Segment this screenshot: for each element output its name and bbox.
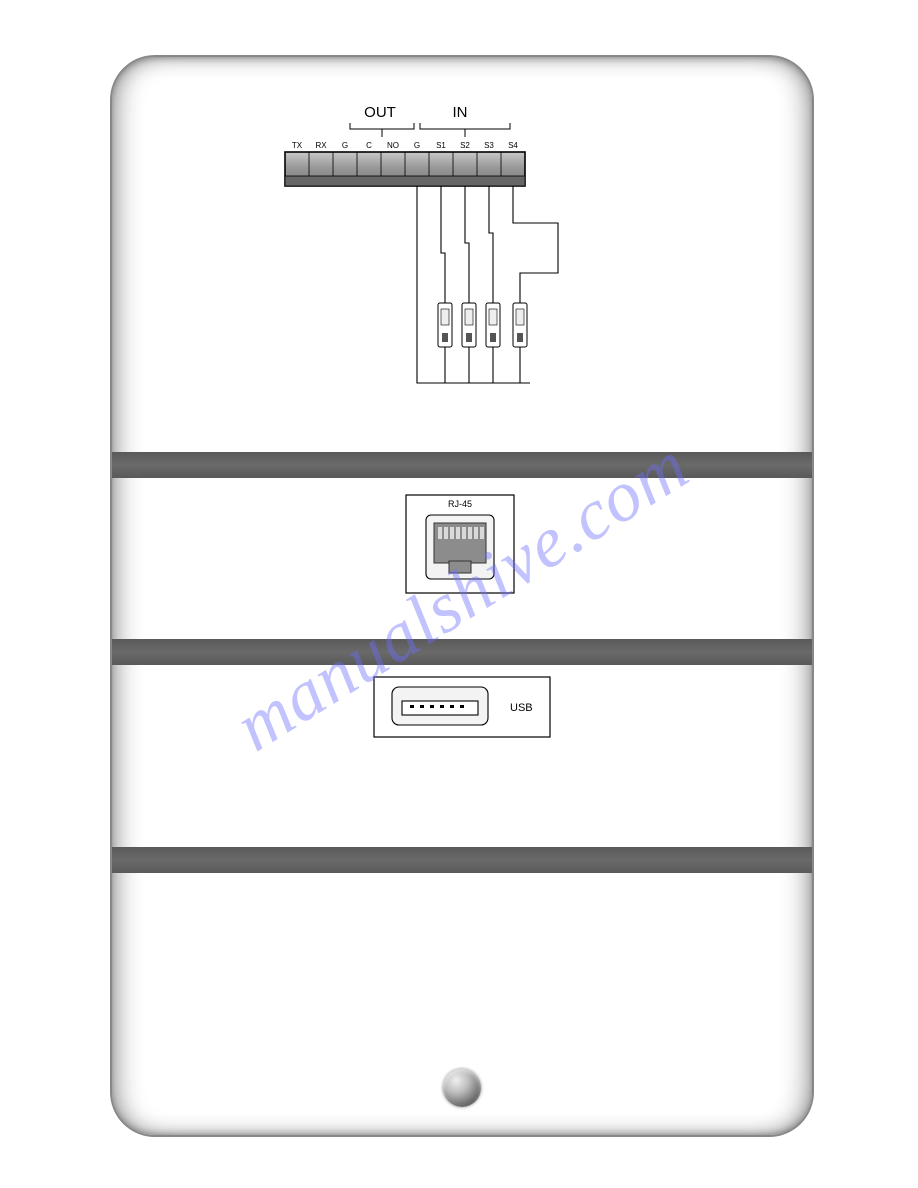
home-button[interactable] [443,1069,481,1107]
label-in: IN [453,104,468,121]
pin-s4: S4 [508,141,518,150]
switch-3 [486,303,500,347]
terminal-pin-labels: TX RX G C NO G S1 S2 S3 S4 [292,141,519,150]
section-bar-3 [112,847,812,873]
switch-2 [462,303,476,347]
terminal-group-labels: OUT IN [350,104,510,137]
rj45-label: RJ-45 [448,499,472,509]
pin-no: NO [387,141,399,150]
pin-g1: G [342,141,348,150]
usb-diagram: USB [374,677,550,737]
section-bar-2 [112,639,812,665]
pin-g2: G [414,141,420,150]
switch-4 [513,303,527,347]
section-bar-1 [112,452,812,478]
device-bezel: OUT IN TX RX G C NO G S1 S2 S3 S4 [110,55,814,1137]
pin-tx: TX [292,141,303,150]
in-bracket [420,123,510,129]
terminal-block [285,152,525,186]
pin-c: C [366,141,372,150]
sensor-wiring [417,186,558,383]
pin-s1: S1 [436,141,446,150]
pin-rx: RX [315,141,327,150]
sensor-switches [438,303,527,347]
rj45-diagram: RJ-45 [406,495,514,593]
diagram-svg: OUT IN TX RX G C NO G S1 S2 S3 S4 [112,57,812,1135]
label-out: OUT [364,104,396,121]
out-bracket [350,123,414,129]
switch-1 [438,303,452,347]
pin-s2: S2 [460,141,470,150]
pin-s3: S3 [484,141,494,150]
usb-label: USB [510,702,533,714]
